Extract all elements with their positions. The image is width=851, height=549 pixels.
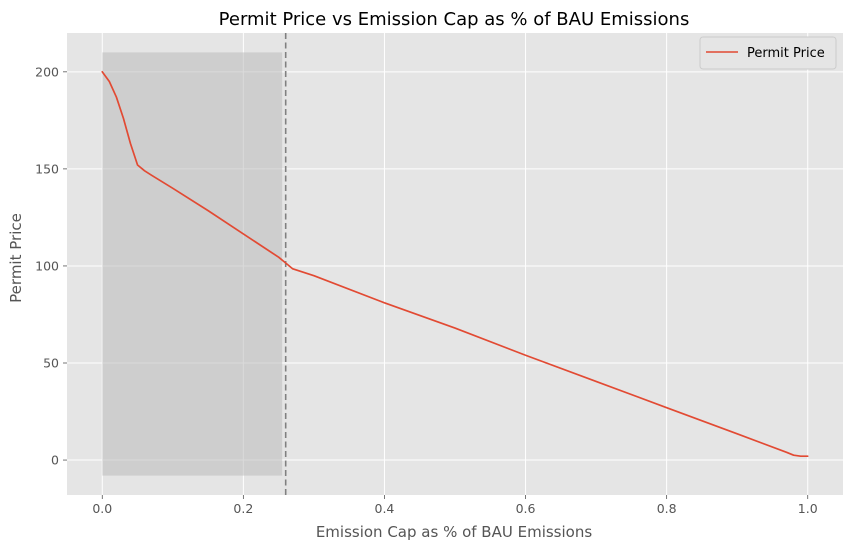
legend: Permit Price — [699, 36, 837, 70]
y-tick-label: 50 — [43, 356, 59, 371]
x-tick-label: 1.0 — [798, 501, 818, 516]
shaded-region — [102, 52, 283, 476]
series-line-permit-price — [101, 70, 809, 458]
shaded-region-layer — [102, 33, 287, 495]
y-axis-label: Permit Price — [7, 213, 25, 303]
y-tick-label: 150 — [35, 161, 59, 176]
y-tick-label: 0 — [51, 453, 59, 468]
x-tick-label: 0.2 — [233, 501, 253, 516]
y-tick-label: 100 — [35, 258, 59, 273]
series-layer — [101, 70, 809, 458]
x-tick-label: 0.0 — [92, 501, 112, 516]
y-tick-label: 200 — [35, 64, 59, 79]
x-tick-label: 0.8 — [657, 501, 677, 516]
x-tick-label: 0.4 — [375, 501, 395, 516]
x-tick-label: 0.6 — [516, 501, 536, 516]
legend-box — [699, 36, 837, 70]
x-axis-label: Emission Cap as % of BAU Emissions — [316, 523, 593, 541]
chart-title: Permit Price vs Emission Cap as % of BAU… — [219, 9, 690, 30]
legend-series-label: Permit Price — [747, 46, 825, 61]
tick-labels: 0.0 0.2 0.4 0.6 0.8 1.0 0 50 100 150 200 — [35, 64, 818, 516]
